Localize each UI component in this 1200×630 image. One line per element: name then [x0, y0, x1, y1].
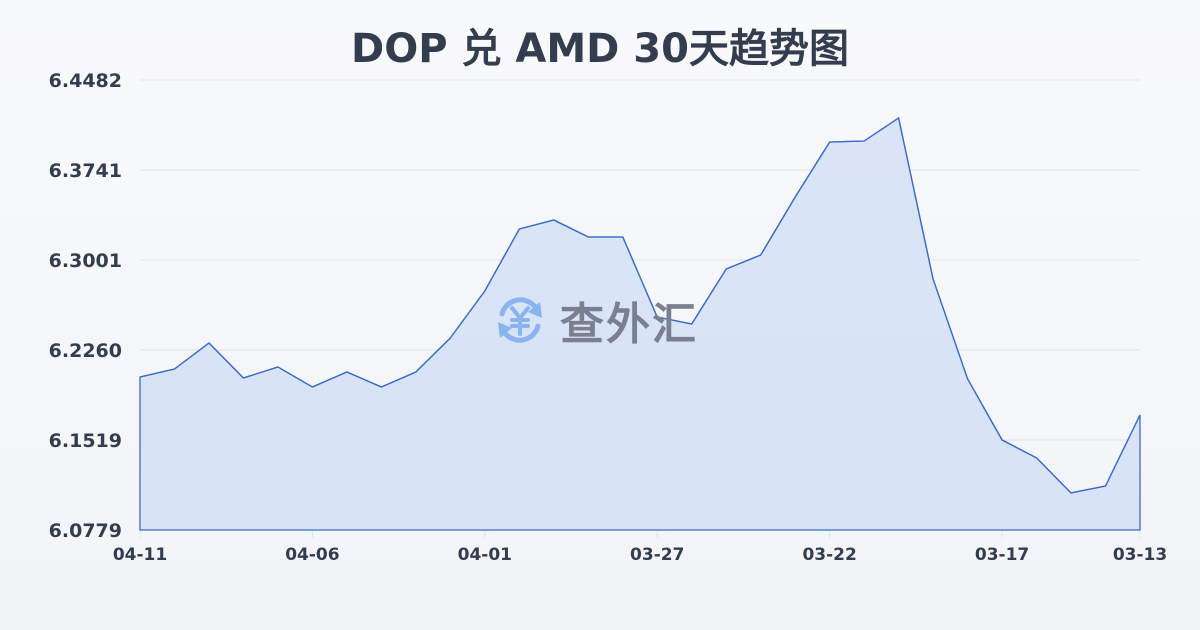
y-tick-label: 6.4482 — [49, 70, 122, 92]
yuan-exchange-icon — [498, 297, 542, 343]
chart-title: DOP 兑 AMD 30天趋势图 — [351, 26, 849, 72]
x-tick-label: 04-11 — [113, 545, 167, 565]
x-tick-label: 03-27 — [630, 545, 684, 565]
x-axis: 04-11 04-06 04-01 03-27 03-22 03-17 03-13 — [113, 530, 1167, 565]
x-tick-label: 04-01 — [458, 545, 512, 565]
y-tick-label: 6.3741 — [49, 160, 122, 182]
y-axis: 6.4482 6.3741 6.3001 6.2260 6.1519 6.0779 — [49, 70, 122, 542]
x-tick-label: 03-22 — [802, 545, 856, 565]
y-tick-label: 6.3001 — [49, 250, 122, 272]
x-tick-label: 03-17 — [975, 545, 1029, 565]
watermark-text: 查外汇 — [560, 299, 698, 350]
y-tick-label: 6.2260 — [49, 340, 122, 362]
y-tick-label: 6.1519 — [49, 430, 122, 452]
y-tick-label: 6.0779 — [49, 520, 122, 542]
x-tick-label: 03-13 — [1113, 545, 1167, 565]
x-tick-label: 04-06 — [285, 545, 339, 565]
watermark: 查外汇 — [490, 288, 698, 352]
data-line — [139, 117, 1141, 494]
